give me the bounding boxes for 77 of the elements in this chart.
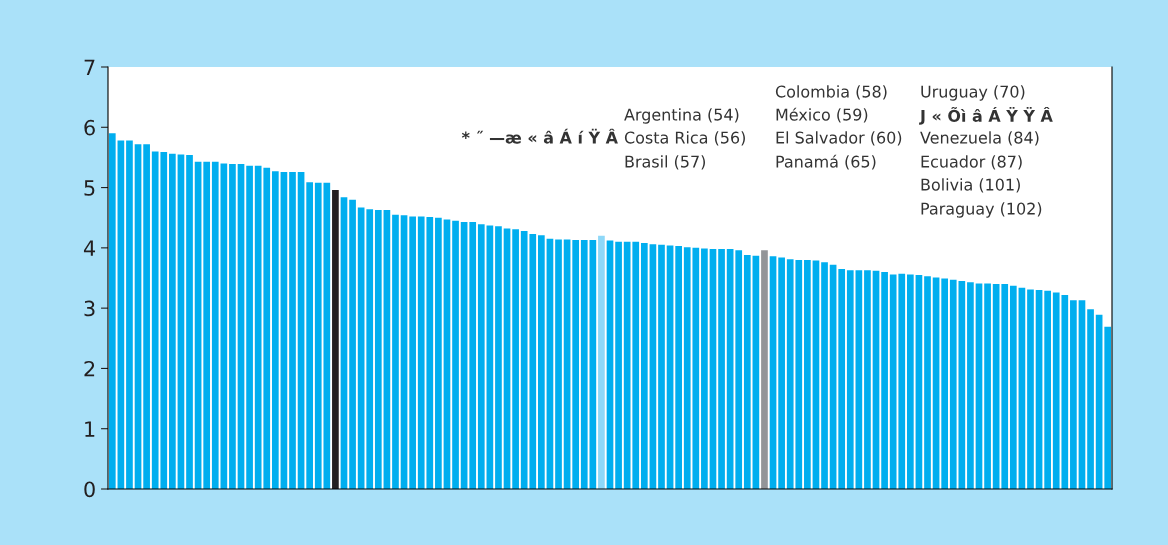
bar <box>804 259 811 489</box>
bar <box>469 221 477 489</box>
y-tick-label: 3 <box>84 300 95 317</box>
bar <box>640 243 648 489</box>
bar <box>718 249 725 489</box>
bar <box>289 171 296 489</box>
annotation: Panamá (65) <box>776 154 876 170</box>
annotation: Venezuela (84) <box>920 131 1039 146</box>
bar <box>941 278 949 489</box>
annotation: * ˝ —æ « â Á í Ÿ Â <box>461 128 618 144</box>
y-tick-label: 5 <box>84 180 95 196</box>
annotation: Colombia (58) <box>775 85 887 100</box>
bar <box>495 226 502 489</box>
bar <box>538 235 545 489</box>
y-tick-label: 6 <box>84 119 95 136</box>
bar <box>598 235 605 489</box>
bar <box>615 241 622 489</box>
annotation: Brasil (57) <box>625 155 705 170</box>
bar <box>143 144 150 489</box>
bar <box>846 270 854 489</box>
bar <box>452 220 459 489</box>
bar <box>701 248 708 489</box>
annotation: J « Õì â Á Ÿ Ÿ Â <box>919 106 1053 125</box>
bar <box>572 240 580 489</box>
bar <box>735 250 743 489</box>
bar <box>126 140 133 489</box>
bar <box>169 153 176 489</box>
bar <box>675 246 682 489</box>
bar <box>1027 289 1034 489</box>
bar <box>392 214 399 489</box>
bar <box>821 262 828 489</box>
annotation: Paraguay (102) <box>921 202 1042 218</box>
y-tick-label: 1 <box>85 421 95 437</box>
bar <box>374 209 382 489</box>
bar <box>658 244 665 489</box>
bar <box>864 270 871 489</box>
bar <box>271 171 279 489</box>
y-tick-label: 2 <box>84 360 95 377</box>
bar <box>1104 326 1112 489</box>
bar <box>177 154 185 489</box>
bar <box>477 224 485 489</box>
bar <box>409 216 416 489</box>
bar <box>108 133 116 489</box>
bar <box>984 283 991 489</box>
bar <box>366 209 374 489</box>
bar <box>778 257 785 489</box>
annotation: Bolivia (101) <box>921 178 1020 193</box>
bar <box>246 165 253 489</box>
bar <box>743 255 751 489</box>
y-tick-label: 4 <box>83 240 96 256</box>
annotation: Costa Rica (56) <box>624 131 745 146</box>
bar <box>435 217 442 489</box>
bar <box>203 161 211 489</box>
bar <box>1087 309 1094 489</box>
bar <box>924 276 931 489</box>
annotation: México (59) <box>776 107 868 123</box>
bar <box>838 268 846 489</box>
annotation: Uruguay (70) <box>921 85 1025 101</box>
bar <box>761 250 768 489</box>
bar <box>1044 290 1051 489</box>
annotation: Ecuador (87) <box>921 155 1022 170</box>
bar <box>229 164 236 489</box>
bar <box>555 239 562 489</box>
bar <box>306 182 313 489</box>
bar <box>349 199 356 489</box>
bar <box>881 271 888 489</box>
annotation: Argentina (54) <box>624 108 739 124</box>
bar <box>907 274 914 489</box>
y-tick-label: 0 <box>84 481 95 498</box>
bar <box>186 155 193 489</box>
y-tick-label: 7 <box>84 59 95 75</box>
bar <box>1009 285 1017 489</box>
annotation: El Salvador (60) <box>776 131 902 146</box>
bar <box>967 282 974 489</box>
bar <box>1070 300 1077 489</box>
bar <box>512 229 519 489</box>
bar <box>332 189 339 489</box>
